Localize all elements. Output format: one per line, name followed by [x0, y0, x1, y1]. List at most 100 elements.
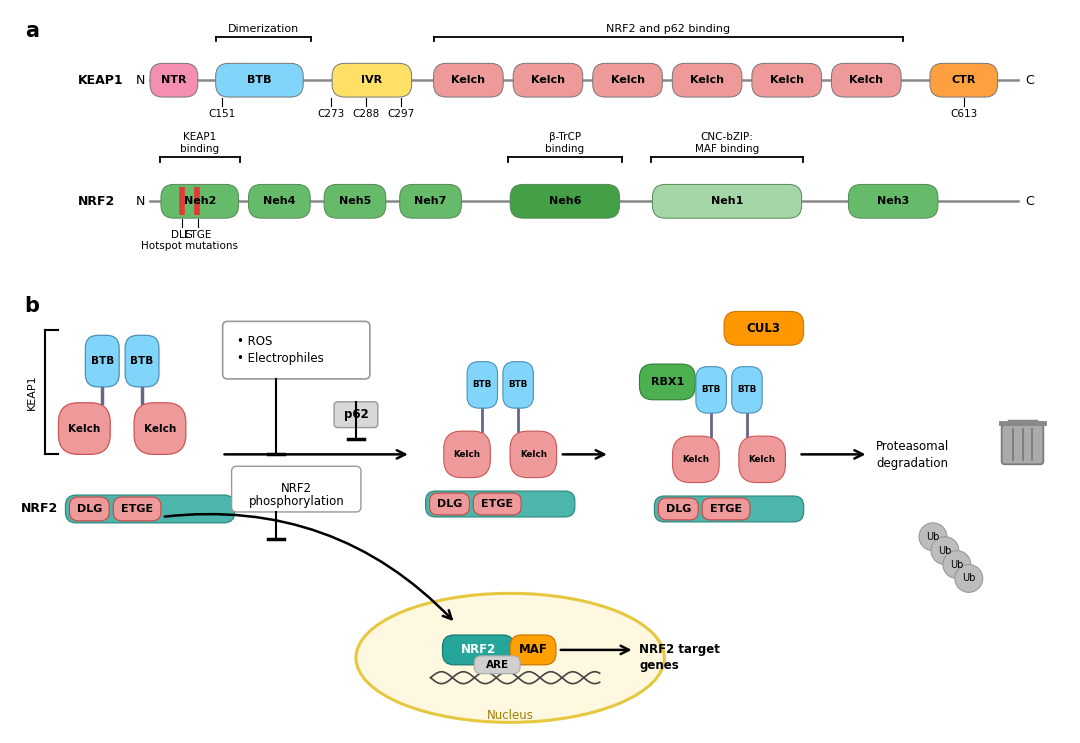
FancyBboxPatch shape [652, 184, 801, 218]
Text: Neh3: Neh3 [877, 196, 909, 207]
FancyBboxPatch shape [125, 335, 159, 387]
FancyBboxPatch shape [1001, 424, 1043, 464]
Text: Nucleus: Nucleus [487, 710, 534, 722]
Text: KEAP1: KEAP1 [78, 74, 123, 87]
Text: Kelch: Kelch [144, 424, 176, 434]
FancyBboxPatch shape [161, 184, 239, 218]
Text: MAF: MAF [518, 643, 548, 656]
FancyBboxPatch shape [739, 436, 785, 482]
FancyBboxPatch shape [659, 498, 698, 520]
Text: • Electrophiles: • Electrophiles [237, 352, 323, 365]
Text: BTB: BTB [131, 356, 153, 366]
Text: DLG: DLG [665, 504, 691, 514]
Text: C288: C288 [352, 109, 379, 119]
Text: ARE: ARE [486, 660, 509, 669]
Text: Kelch: Kelch [849, 75, 883, 85]
Text: C151: C151 [208, 109, 235, 119]
Text: N: N [136, 74, 145, 87]
Text: ETGE: ETGE [710, 504, 742, 514]
Text: Neh5: Neh5 [339, 196, 372, 207]
Text: Neh6: Neh6 [549, 196, 581, 207]
Text: BTB: BTB [738, 386, 757, 395]
Text: C613: C613 [950, 109, 977, 119]
FancyBboxPatch shape [467, 362, 498, 408]
FancyBboxPatch shape [69, 497, 109, 521]
Text: NRF2 target
genes: NRF2 target genes [639, 643, 720, 672]
Text: Neh1: Neh1 [711, 196, 743, 207]
FancyBboxPatch shape [400, 184, 461, 218]
Text: RBX1: RBX1 [651, 377, 684, 387]
Text: Kelch: Kelch [748, 455, 775, 464]
Text: Kelch: Kelch [770, 75, 804, 85]
Text: Kelch: Kelch [519, 450, 546, 459]
FancyBboxPatch shape [324, 184, 386, 218]
Text: C: C [1026, 74, 1035, 87]
FancyBboxPatch shape [639, 364, 696, 400]
Text: BTB: BTB [473, 380, 492, 389]
Text: N: N [136, 195, 145, 208]
Text: Hotspot mutations: Hotspot mutations [141, 241, 239, 251]
Text: phosphorylation: phosphorylation [248, 495, 345, 508]
Text: KEAP1: KEAP1 [27, 374, 37, 410]
Text: DLG: DLG [171, 230, 193, 240]
Circle shape [919, 523, 947, 551]
FancyBboxPatch shape [593, 63, 662, 97]
Text: b: b [25, 296, 40, 316]
Text: NRF2 and p62 binding: NRF2 and p62 binding [606, 24, 730, 33]
FancyBboxPatch shape [510, 635, 556, 665]
Text: CTR: CTR [951, 75, 976, 85]
Text: Kelch: Kelch [690, 75, 724, 85]
Text: Kelch: Kelch [454, 450, 481, 459]
Text: BTB: BTB [91, 356, 113, 366]
Text: BTB: BTB [247, 75, 272, 85]
Text: Ub: Ub [962, 574, 975, 583]
Text: C273: C273 [318, 109, 345, 119]
Text: BTB: BTB [701, 386, 720, 395]
FancyBboxPatch shape [696, 366, 727, 413]
Text: p62: p62 [343, 408, 368, 421]
Text: Neh7: Neh7 [415, 196, 447, 207]
FancyBboxPatch shape [473, 493, 521, 515]
Text: DLG: DLG [77, 504, 102, 514]
Text: • ROS: • ROS [237, 335, 272, 348]
FancyBboxPatch shape [216, 63, 303, 97]
FancyBboxPatch shape [673, 63, 742, 97]
Circle shape [955, 565, 983, 592]
FancyBboxPatch shape [849, 184, 937, 218]
Text: Kelch: Kelch [610, 75, 645, 85]
Circle shape [931, 536, 959, 565]
Text: NRF2: NRF2 [281, 482, 312, 495]
FancyBboxPatch shape [474, 656, 521, 674]
Text: DLG: DLG [436, 499, 462, 509]
FancyBboxPatch shape [113, 497, 161, 521]
FancyBboxPatch shape [654, 496, 804, 522]
FancyBboxPatch shape [426, 491, 575, 517]
Text: Neh2: Neh2 [184, 196, 216, 207]
FancyBboxPatch shape [930, 63, 998, 97]
Text: Ub: Ub [939, 545, 951, 556]
FancyBboxPatch shape [150, 63, 198, 97]
Circle shape [943, 551, 971, 579]
Text: Dimerization: Dimerization [228, 24, 299, 33]
Text: IVR: IVR [362, 75, 382, 85]
FancyBboxPatch shape [724, 311, 804, 345]
FancyBboxPatch shape [732, 366, 762, 413]
Text: CNC-bZIP:
MAF binding: CNC-bZIP: MAF binding [694, 132, 759, 154]
Text: Kelch: Kelch [531, 75, 565, 85]
FancyBboxPatch shape [513, 63, 583, 97]
Text: Kelch: Kelch [451, 75, 485, 85]
Text: Ub: Ub [950, 559, 963, 570]
FancyBboxPatch shape [222, 322, 369, 379]
Text: Kelch: Kelch [683, 455, 710, 464]
FancyBboxPatch shape [334, 402, 378, 427]
FancyBboxPatch shape [248, 184, 310, 218]
FancyBboxPatch shape [66, 495, 234, 523]
Text: NTR: NTR [161, 75, 187, 85]
FancyBboxPatch shape [673, 436, 719, 482]
FancyBboxPatch shape [444, 431, 490, 478]
Ellipse shape [356, 594, 664, 722]
FancyBboxPatch shape [433, 63, 503, 97]
FancyBboxPatch shape [702, 498, 750, 520]
FancyBboxPatch shape [58, 403, 110, 455]
FancyBboxPatch shape [85, 335, 119, 387]
